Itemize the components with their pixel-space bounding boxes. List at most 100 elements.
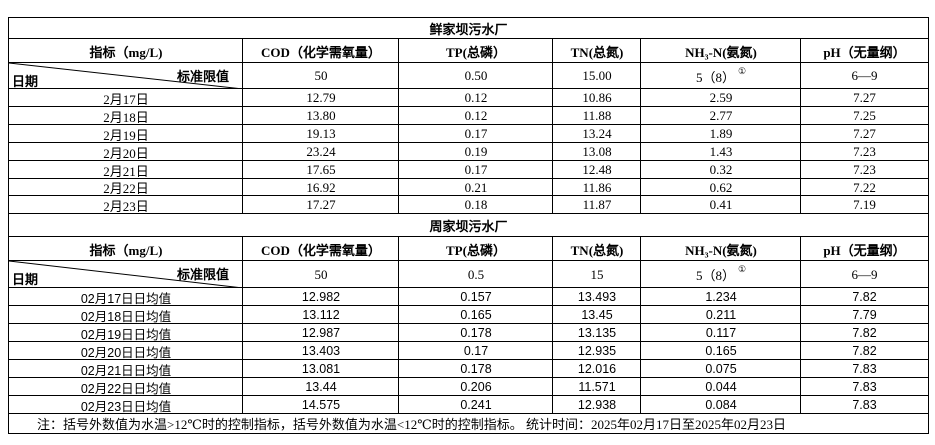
value-cell: 2.59 [640, 88, 801, 107]
value-cell: 0.21 [398, 178, 553, 196]
standard-value: 15.00 [552, 62, 641, 89]
diagonal-header-cell: 日期 标准限值 [8, 62, 243, 89]
value-cell: 0.084 [640, 395, 801, 414]
value-cell: 7.27 [800, 124, 928, 143]
value-cell: 12.016 [552, 359, 641, 378]
footnote-mark: ① [737, 264, 747, 274]
value-cell: 13.135 [552, 323, 641, 342]
column-header: pH（无量纲） [800, 38, 928, 63]
column-header: pH（无量纲） [800, 236, 928, 261]
date-cell: 02月18日日均值 [8, 305, 243, 324]
value-cell: 13.08 [552, 142, 641, 161]
column-header: COD（化学需氧量） [242, 38, 399, 63]
value-cell: 7.79 [800, 305, 928, 324]
value-cell: 7.83 [800, 395, 928, 414]
value-cell: 16.92 [242, 178, 399, 196]
value-cell: 0.12 [398, 106, 553, 125]
value-cell: 7.27 [800, 88, 928, 107]
date-cell: 2月21日 [8, 160, 243, 179]
value-cell: 12.938 [552, 395, 641, 414]
value-cell: 10.86 [552, 88, 641, 107]
date-cell: 02月17日日均值 [8, 287, 243, 306]
column-header: 指标（mg/L) [8, 38, 243, 63]
value-cell: 0.075 [640, 359, 801, 378]
value-cell: 11.87 [552, 195, 641, 214]
value-cell: 0.17 [398, 341, 553, 360]
value-cell: 0.19 [398, 142, 553, 161]
date-cell: 2月23日 [8, 195, 243, 214]
value-cell: 13.80 [242, 106, 399, 125]
value-cell: 0.165 [398, 305, 553, 324]
value-cell: 12.982 [242, 287, 399, 306]
date-cell: 02月23日日均值 [8, 395, 243, 414]
standard-text: 0.50 [464, 68, 488, 83]
value-cell: 1.234 [640, 287, 801, 306]
value-cell: 12.935 [552, 341, 641, 360]
standard-label: 标准限值 [176, 68, 229, 84]
value-cell: 17.27 [242, 195, 399, 214]
value-cell: 2.77 [640, 106, 801, 125]
date-label: 日期 [12, 73, 39, 89]
standard-value: 50 [242, 62, 399, 89]
standard-value: 5（8） ① [640, 62, 801, 89]
date-cell: 2月17日 [8, 88, 243, 107]
date-cell: 02月22日日均值 [8, 377, 243, 396]
value-cell: 0.206 [398, 377, 553, 396]
value-cell: 12.48 [552, 160, 641, 179]
date-cell: 2月22日 [8, 178, 243, 196]
value-cell: 13.081 [242, 359, 399, 378]
standard-text: 50 [314, 68, 328, 83]
value-cell: 0.62 [640, 178, 801, 196]
diagonal-line [9, 261, 243, 288]
value-cell: 13.112 [242, 305, 399, 324]
value-cell: 13.24 [552, 124, 641, 143]
standard-value: 15 [552, 260, 641, 288]
value-cell: 7.82 [800, 341, 928, 360]
standard-value: 50 [242, 260, 399, 288]
column-header: TN(总氮) [552, 236, 641, 261]
date-label: 日期 [12, 272, 39, 287]
standard-text: 15 [590, 266, 604, 282]
note: 注：括号外数值为水温>12℃时的控制指标，括号外数值为水温<12℃时的控制指标。… [8, 413, 928, 433]
section-title: 鲜家坝污水厂 [8, 17, 928, 39]
value-cell: 0.18 [398, 195, 553, 214]
value-cell: 13.403 [242, 341, 399, 360]
section-title: 周家坝污水厂 [8, 213, 928, 237]
value-cell: 12.79 [242, 88, 399, 107]
value-cell: 13.493 [552, 287, 641, 306]
standard-text: 5（8） [695, 268, 735, 283]
value-cell: 23.24 [242, 142, 399, 161]
value-cell: 0.157 [398, 287, 553, 306]
value-cell: 11.88 [552, 106, 641, 125]
value-cell: 0.117 [640, 323, 801, 342]
value-cell: 0.17 [398, 160, 553, 179]
diagonal-header-cell: 日期 标准限值 [8, 260, 243, 288]
value-cell: 0.178 [398, 359, 553, 378]
value-cell: 11.571 [552, 377, 641, 396]
value-cell: 0.178 [398, 323, 553, 342]
value-cell: 7.22 [800, 178, 928, 196]
value-cell: 12.987 [242, 323, 399, 342]
date-cell: 02月19日日均值 [8, 323, 243, 342]
standard-text: 15.00 [582, 68, 612, 83]
value-cell: 0.241 [398, 395, 553, 414]
value-cell: 7.82 [800, 287, 928, 306]
date-cell: 2月19日 [8, 124, 243, 143]
standard-text: 0.5 [467, 266, 485, 282]
value-cell: 7.23 [800, 142, 928, 161]
value-cell: 7.19 [800, 195, 928, 214]
date-cell: 2月20日 [8, 142, 243, 161]
value-cell: 1.89 [640, 124, 801, 143]
value-cell: 1.43 [640, 142, 801, 161]
value-cell: 7.83 [800, 359, 928, 378]
diagonal-line [9, 63, 243, 89]
value-cell: 19.13 [242, 124, 399, 143]
standard-value: 0.5 [398, 260, 553, 288]
value-cell: 0.17 [398, 124, 553, 143]
footnote-mark: ① [737, 65, 747, 76]
standard-value: 6—9 [800, 260, 928, 288]
value-cell: 11.86 [552, 178, 641, 196]
value-cell: 0.12 [398, 88, 553, 107]
column-header: TN(总氮) [552, 38, 641, 63]
